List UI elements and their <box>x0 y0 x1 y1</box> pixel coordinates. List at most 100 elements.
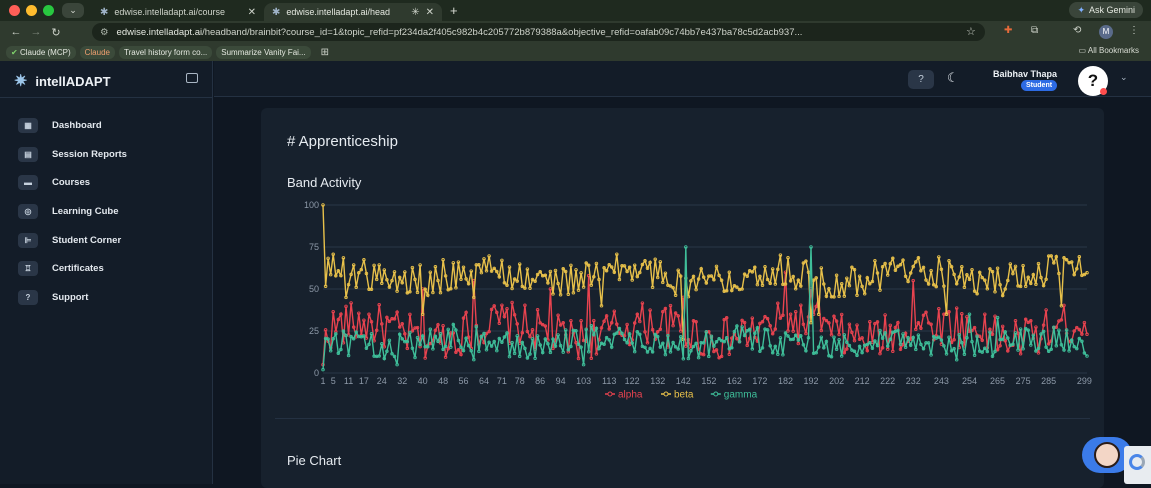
data-point-beta <box>538 269 542 274</box>
recaptcha-badge[interactable] <box>1124 446 1151 484</box>
data-point-gamma <box>436 339 440 344</box>
data-point-beta <box>1036 261 1041 266</box>
data-point-alpha <box>369 320 374 324</box>
sidebar-item-dashboard[interactable]: ▦ Dashboard <box>18 111 127 140</box>
data-point-beta <box>443 274 448 278</box>
data-point-gamma <box>691 344 696 349</box>
forward-arrow-icon[interactable]: → <box>30 26 42 38</box>
profile-avatar[interactable]: M <box>1099 25 1113 39</box>
user-avatar[interactable]: ? <box>1078 66 1108 96</box>
data-point-gamma <box>822 345 826 350</box>
close-tab-icon[interactable]: ✕ <box>425 6 434 18</box>
minimize-window-button[interactable] <box>26 5 37 16</box>
help-icon[interactable]: ? <box>908 70 934 89</box>
data-point-alpha <box>441 324 445 328</box>
data-point-gamma <box>604 335 609 340</box>
tab-title: edwise.intelladapt.ai/head <box>286 7 390 17</box>
data-point-gamma <box>709 334 714 339</box>
data-point-gamma <box>965 335 969 340</box>
data-point-alpha <box>594 352 599 356</box>
sidebar-toggle-icon[interactable] <box>186 73 198 83</box>
data-point-gamma <box>829 355 834 359</box>
bookmark-summarize[interactable]: Summarize Vanity Fai... <box>216 45 311 59</box>
data-point-gamma <box>878 328 882 333</box>
new-tab-button[interactable]: + <box>450 3 458 18</box>
all-bookmarks-button[interactable]: ▭ All Bookmarks <box>1079 46 1139 55</box>
legend-label-alpha: alpha <box>618 390 643 401</box>
data-point-beta <box>791 274 795 279</box>
data-point-alpha <box>1082 320 1087 325</box>
data-point-alpha <box>609 320 614 325</box>
ask-gemini-button[interactable]: ✦ Ask Gemini <box>1069 2 1143 18</box>
chevron-down-icon[interactable]: ⌄ <box>1120 72 1128 82</box>
extensions-puzzle-icon[interactable]: ⧉ <box>1031 25 1039 36</box>
data-point-beta <box>998 283 1002 287</box>
sidebar-item-support[interactable]: ? Support <box>18 283 127 312</box>
data-point-alpha <box>965 315 969 319</box>
data-point-beta <box>505 283 509 287</box>
data-point-beta <box>627 265 632 270</box>
dark-mode-moon-icon[interactable]: ☾ <box>947 70 959 85</box>
data-point-beta <box>390 278 394 283</box>
browser-tab-headband[interactable]: ✱ edwise.intelladapt.ai/head ✳ ✕ <box>264 3 442 21</box>
data-point-beta <box>566 292 571 296</box>
browser-tab-courses[interactable]: ✱ edwise.intelladapt.ai/course ✕ <box>92 3 264 21</box>
data-point-gamma <box>1072 344 1076 349</box>
data-point-gamma <box>1041 329 1046 334</box>
data-point-beta <box>400 281 404 285</box>
data-point-beta <box>510 286 514 291</box>
assistant-avatar-button[interactable] <box>1082 437 1132 473</box>
browser-menu-icon[interactable]: ⋮ <box>1129 25 1139 36</box>
app-logo[interactable]: ✷ intellADAPT <box>14 71 111 91</box>
x-tick-label: 222 <box>880 376 895 386</box>
bookmark-claude-mcp[interactable]: ✔ Claude (MCP) <box>6 45 76 59</box>
data-point-beta <box>604 269 609 273</box>
data-point-beta <box>321 203 325 207</box>
data-point-beta <box>408 289 412 294</box>
data-point-gamma <box>1082 351 1087 355</box>
data-point-beta <box>691 274 696 279</box>
data-point-gamma <box>673 345 678 349</box>
tab-search-button[interactable]: ⌄ <box>62 3 84 18</box>
data-point-beta <box>768 281 772 286</box>
data-point-beta <box>1023 284 1028 288</box>
bookmark-travel-history[interactable]: Travel history form co... <box>118 45 213 59</box>
data-point-gamma <box>344 333 348 338</box>
close-tab-icon[interactable]: ✕ <box>247 6 256 18</box>
data-point-gamma <box>1026 328 1030 332</box>
sidebar-item-student-corner[interactable]: ⊫ Student Corner <box>18 226 127 255</box>
data-point-beta <box>816 312 821 316</box>
bookmark-claude[interactable]: Claude <box>79 45 115 59</box>
sync-icon[interactable]: ⟲ <box>1073 25 1082 36</box>
back-arrow-icon[interactable]: ← <box>10 26 22 38</box>
data-point-beta <box>837 294 841 299</box>
data-point-gamma <box>387 338 392 343</box>
reload-icon[interactable]: ↻ <box>51 26 61 39</box>
sidebar-item-learning-cube[interactable]: ◎ Learning Cube <box>18 197 127 226</box>
data-point-alpha <box>868 319 872 324</box>
site-settings-icon[interactable]: ⚙ <box>100 26 109 38</box>
sidebar-item-certificates[interactable]: ♖ Certificates <box>18 254 127 283</box>
bookmark-star-icon[interactable]: ☆ <box>966 26 976 38</box>
sidebar-item-session-reports[interactable]: ▤ Session Reports <box>18 140 127 169</box>
data-point-beta <box>947 259 951 263</box>
close-window-button[interactable] <box>9 5 20 16</box>
data-point-beta <box>776 267 780 272</box>
data-point-beta <box>819 266 824 270</box>
data-point-beta <box>893 268 898 272</box>
address-bar[interactable]: ⚙ edwise.intelladapt.ai/headband/brainbi… <box>92 23 985 41</box>
data-point-gamma <box>1029 343 1033 347</box>
data-point-beta <box>563 269 568 274</box>
audio-icon[interactable]: ✳ <box>411 6 420 18</box>
data-point-alpha <box>799 303 803 307</box>
data-point-gamma <box>676 347 680 351</box>
data-point-alpha <box>612 309 617 313</box>
data-point-alpha <box>599 326 604 330</box>
apps-grid-icon[interactable]: ⊞ <box>320 46 329 58</box>
tab-title: edwise.intelladapt.ai/course <box>114 7 225 17</box>
maximize-window-button[interactable] <box>43 5 54 16</box>
data-point-alpha <box>408 312 412 317</box>
extension-icon[interactable]: ✚ <box>1004 25 1013 36</box>
data-point-gamma <box>385 349 389 354</box>
sidebar-item-courses[interactable]: ▬ Courses <box>18 168 127 197</box>
